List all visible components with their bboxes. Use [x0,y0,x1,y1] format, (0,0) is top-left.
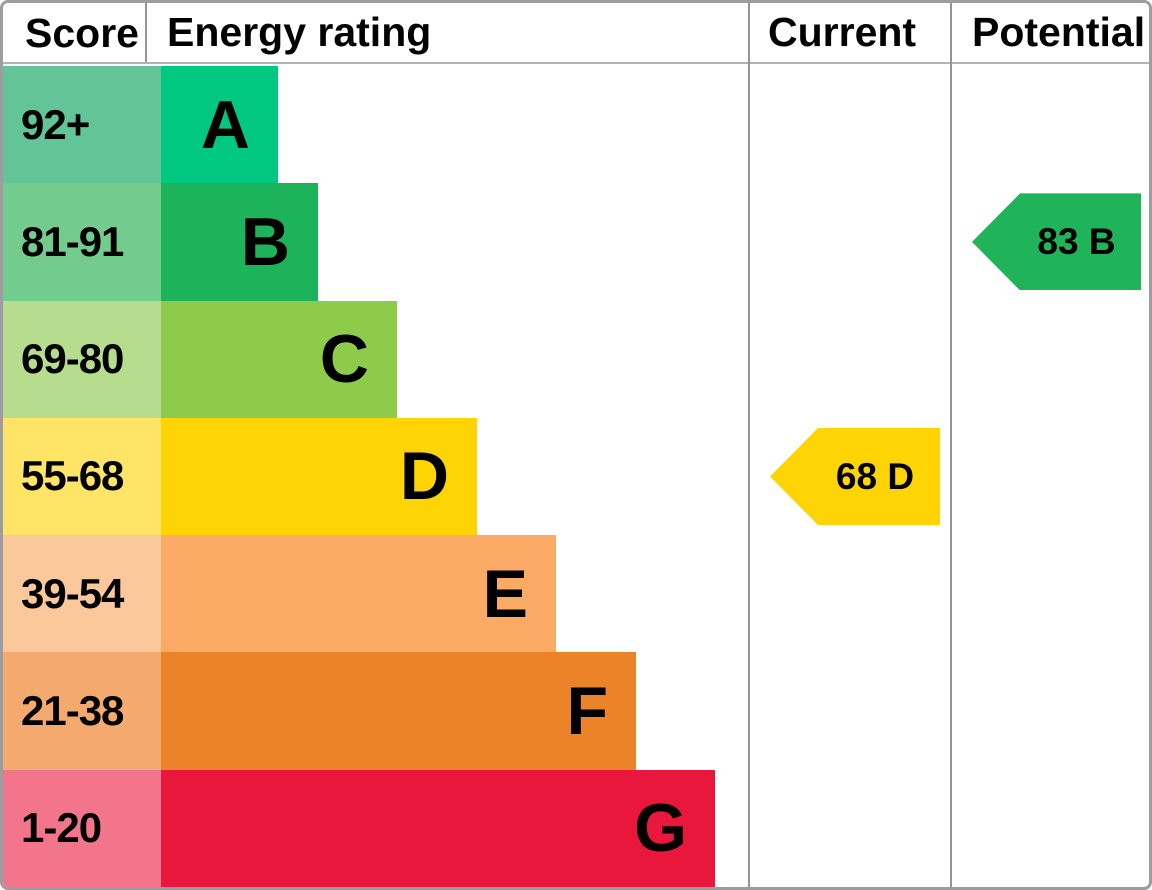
potential-marker: 83 B [972,193,1141,291]
potential-marker-label: 83 B [1037,220,1116,262]
band-bar: C [161,300,397,418]
band-rows: 92+ A 81-91 B 69-80 C 55-68 D 39-54 E 21… [3,66,748,887]
score-cell: 39-54 [3,535,161,653]
score-cell: 21-38 [3,652,161,770]
header-energy-rating: Energy rating [167,9,432,55]
band-row-d: 55-68 D [3,417,748,536]
score-cell: 1-20 [3,769,161,887]
band-bar: F [161,652,636,770]
score-cell: 81-91 [3,183,161,301]
band-row-e: 39-54 E [3,535,748,653]
band-bar: G [161,769,715,887]
header-current: Current [768,9,917,55]
band-row-c: 69-80 C [3,300,748,418]
column-divider-current-potential [950,3,952,887]
score-cell: 55-68 [3,417,161,536]
current-marker-label: 68 D [835,455,915,497]
band-row-b: 81-91 B [3,183,748,301]
chart-header: Score Energy rating Current Potential [3,3,1149,64]
band-row-g: 1-20 G [3,769,748,887]
score-cell: 92+ [3,66,161,184]
band-row-f: 21-38 F [3,652,748,770]
score-cell: 69-80 [3,300,161,418]
band-bar: E [161,535,556,653]
band-bar: A [161,66,278,184]
current-marker: 68 D [770,428,940,525]
header-potential: Potential [972,9,1146,55]
band-bar: D [161,417,477,536]
header-score: Score [3,3,147,62]
column-divider-energy-current [748,3,750,887]
band-bar: B [161,183,318,301]
band-row-a: 92+ A [3,66,748,184]
